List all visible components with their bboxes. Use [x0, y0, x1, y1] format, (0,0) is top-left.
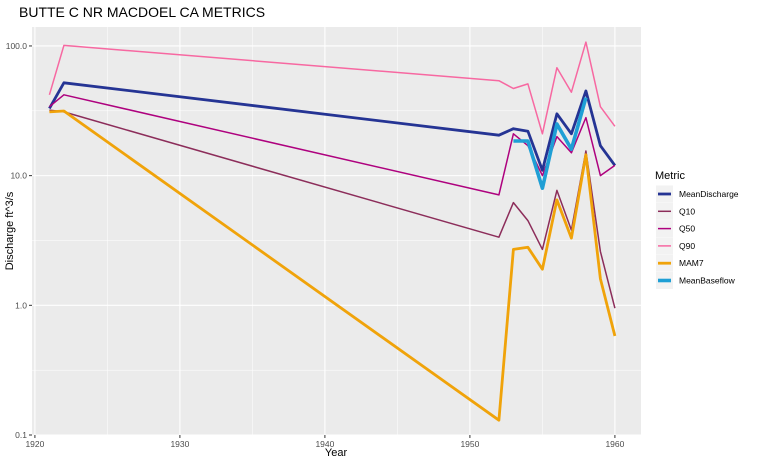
- legend-label-q50: Q50: [679, 224, 695, 234]
- series-line-meanbaseflow: [513, 97, 588, 190]
- x-axis: 1920 1930 1940 1950 1960: [25, 435, 625, 449]
- series-line-q90: [48, 41, 616, 135]
- x-tick-label: 1920: [25, 439, 44, 449]
- x-tick-label: 1940: [315, 439, 334, 449]
- series-line-q50: [48, 94, 616, 196]
- y-tick-label: 1.0: [15, 300, 27, 310]
- y-tick-label: 100.0: [6, 41, 28, 51]
- legend-label-mam7: MAM7: [679, 258, 704, 268]
- legend-label-q10: Q10: [679, 206, 695, 216]
- legend: Metric MeanDischarge Q10 Q50 Q90 MAM7 MeanBas…: [655, 170, 739, 289]
- legend-label-meandischarge: MeanDischarge: [679, 189, 739, 199]
- legend-title: Metric: [655, 170, 685, 182]
- chart-title: BUTTE C NR MACDOEL CA METRICS: [19, 4, 265, 20]
- plot-panel: [32, 27, 641, 435]
- x-tick-label: 1960: [605, 439, 624, 449]
- series-lines: [48, 41, 617, 422]
- y-axis-title: Discharge ft^3/s: [4, 191, 16, 270]
- series-line-meandischarge: [48, 81, 617, 172]
- series-line-mam7: [49, 109, 617, 422]
- y-axis: 0.1 1.0 10.0 100.0: [6, 41, 32, 440]
- x-tick-label: 1930: [170, 439, 189, 449]
- legend-label-q90: Q90: [679, 241, 695, 251]
- x-tick-label: 1950: [460, 439, 479, 449]
- x-axis-title: Year: [325, 447, 348, 459]
- y-tick-label: 0.1: [15, 430, 27, 440]
- y-tick-label: 10.0: [10, 171, 27, 181]
- legend-label-meanbaseflow: MeanBaseflow: [679, 276, 736, 286]
